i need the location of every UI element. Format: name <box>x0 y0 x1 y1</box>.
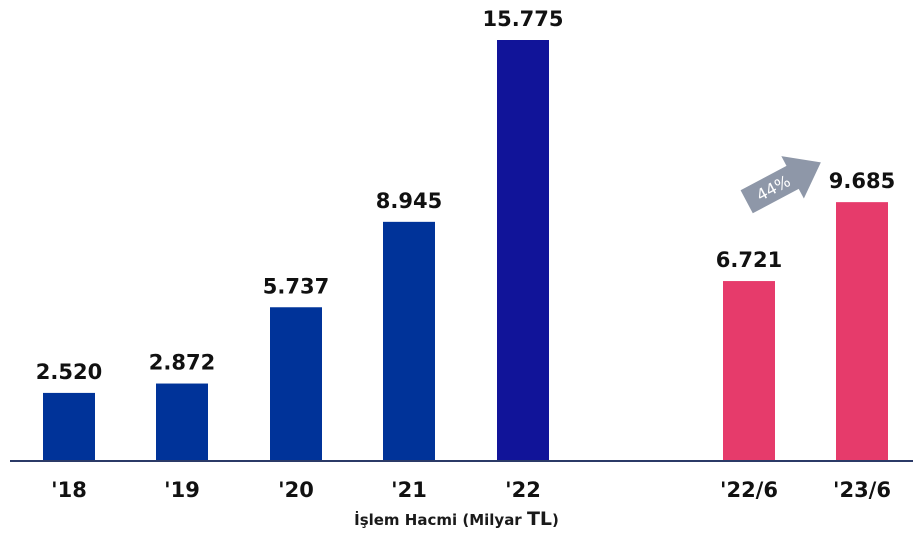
value-label-1: 2.520 <box>36 360 102 384</box>
x-axis-title-end: ) <box>552 511 559 529</box>
x-axis-title-main: İşlem Hacmi (Milyar <box>354 511 527 529</box>
value-label-2: 2.872 <box>149 351 215 375</box>
value-label-6: 6.721 <box>716 248 782 272</box>
x-tick-label-1: '18 <box>51 478 87 502</box>
bar-4 <box>383 221 435 460</box>
x-axis-title-unit: TL <box>526 508 553 530</box>
bar-1 <box>43 392 95 460</box>
x-tick-label-3: '20 <box>278 478 314 502</box>
x-tick-label-6: '22/6 <box>720 478 778 502</box>
x-tick-label-2: '19 <box>164 478 200 502</box>
value-label-3: 5.737 <box>263 274 329 298</box>
bar-3 <box>270 307 322 460</box>
value-labels-group: 2.520 2.872 5.737 8.945 15.775 6.721 9.685 <box>36 7 895 384</box>
value-label-7: 9.685 <box>829 169 895 193</box>
value-label-5: 15.775 <box>482 7 563 31</box>
x-tick-label-4: '21 <box>391 478 427 502</box>
growth-arrow <box>740 156 821 214</box>
growth-annotation: 44% <box>740 156 821 214</box>
x-tick-label-7: '23/6 <box>833 478 891 502</box>
bar-2 <box>156 383 208 460</box>
bar-5 <box>497 40 549 460</box>
x-axis-title: İşlem Hacmi (Milyar TL) <box>0 508 913 530</box>
value-label-4: 8.945 <box>376 189 442 213</box>
bar-6 <box>723 281 775 460</box>
bars-group <box>43 40 888 460</box>
tick-labels-group: '18 '19 '20 '21 '22 '22/6 '23/6 <box>51 478 891 502</box>
x-tick-label-5: '22 <box>505 478 541 502</box>
bar-7 <box>836 202 888 460</box>
